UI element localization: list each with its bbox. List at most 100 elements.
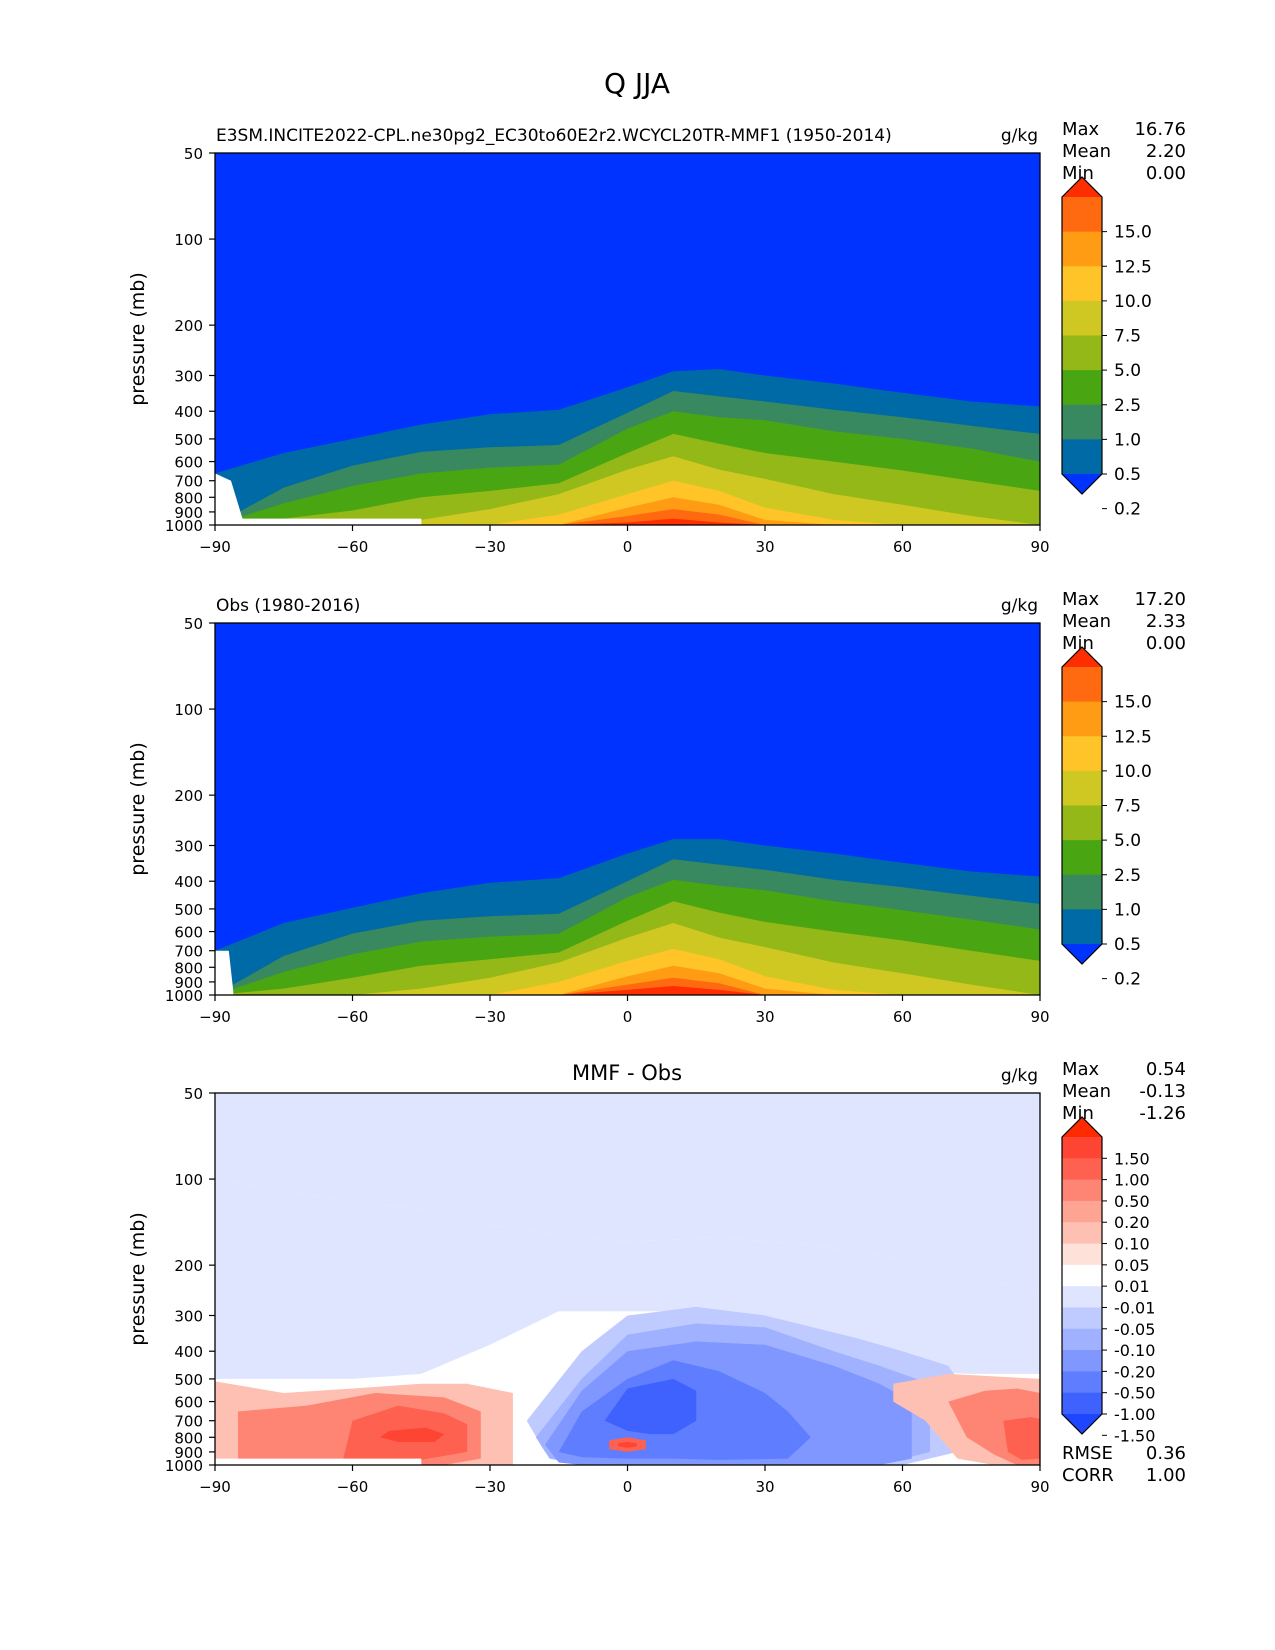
y-tick-label: 700 bbox=[174, 943, 203, 961]
colorbar-segment bbox=[1062, 1328, 1102, 1351]
colorbar-label: 5.0 bbox=[1114, 831, 1141, 851]
missing-data-mask bbox=[215, 1458, 422, 1465]
colorbar-label: 2.5 bbox=[1114, 396, 1141, 416]
x-tick-label: −60 bbox=[337, 1008, 369, 1026]
y-tick-label: 200 bbox=[174, 1257, 203, 1275]
y-tick-label: 300 bbox=[174, 837, 203, 855]
x-axis: −90 −60 −30 0 30 60 90 bbox=[199, 995, 1050, 1026]
contour-region bbox=[215, 1093, 1040, 1293]
colorbar-label: 12.5 bbox=[1114, 257, 1152, 277]
y-tick-label: 1000 bbox=[165, 1457, 203, 1475]
colorbar-segment bbox=[1062, 1200, 1102, 1223]
colorbar-label: -0.50 bbox=[1114, 1384, 1155, 1403]
colorbar-segment bbox=[1062, 1350, 1102, 1372]
missing-data-mask bbox=[215, 473, 422, 525]
x-tick-label: −60 bbox=[337, 538, 369, 556]
x-tick-label: −60 bbox=[337, 1478, 369, 1496]
stat-label: Max bbox=[1062, 1059, 1100, 1080]
colorbar-label: 0.50 bbox=[1114, 1192, 1150, 1211]
y-tick-label: 300 bbox=[174, 1307, 203, 1325]
rmse-value: 0.36 bbox=[1146, 1443, 1186, 1464]
stat-label: Mean bbox=[1062, 611, 1111, 632]
stat-value: -0.13 bbox=[1139, 1081, 1186, 1102]
contour-band bbox=[215, 948, 1040, 995]
corr-value: 1.00 bbox=[1146, 1465, 1186, 1486]
stat-value: 0.00 bbox=[1146, 163, 1186, 184]
y-tick-label: 500 bbox=[174, 901, 203, 919]
colorbar-extension-min bbox=[1062, 944, 1102, 964]
contour-band bbox=[215, 923, 1040, 995]
x-tick-label: 60 bbox=[893, 1008, 912, 1026]
colorbar-label: -0.20 bbox=[1114, 1362, 1155, 1381]
colorbar-segment bbox=[1062, 1179, 1102, 1202]
stat-label: Min bbox=[1062, 633, 1094, 654]
contour-fill-area bbox=[215, 153, 1040, 525]
colorbar: 15.0 12.5 10.0 7.5 5.0 2.5 1.0 0.5 0.2 bbox=[1061, 646, 1152, 990]
contour-band bbox=[215, 456, 1040, 525]
colorbar-label: 1.00 bbox=[1114, 1171, 1150, 1190]
stat-label: Max bbox=[1062, 119, 1100, 140]
colorbar-label: 0.01 bbox=[1114, 1277, 1150, 1296]
colorbar-label: -0.10 bbox=[1114, 1341, 1155, 1360]
x-axis: −90 −60 −30 0 30 60 90 bbox=[199, 1465, 1050, 1496]
units-label: g/kg bbox=[1001, 596, 1038, 616]
y-tick-label: 500 bbox=[174, 1371, 203, 1389]
x-tick-label: 90 bbox=[1030, 1008, 1049, 1026]
stat-value: 2.33 bbox=[1146, 611, 1186, 632]
y-tick-label: 1000 bbox=[165, 517, 203, 535]
colorbar-segment bbox=[1062, 840, 1102, 876]
colorbar-segment bbox=[1062, 909, 1102, 945]
y-tick-label: 400 bbox=[174, 403, 203, 421]
contour-region bbox=[604, 1378, 697, 1435]
stat-value: 0.54 bbox=[1146, 1059, 1186, 1080]
panel-left-title: E3SM.INCITE2022-CPL.ne30pg2_EC30to60E2r2… bbox=[216, 126, 892, 146]
colorbar-label: 15.0 bbox=[1114, 223, 1152, 243]
contour-band bbox=[215, 518, 1040, 525]
x-tick-label: −90 bbox=[199, 538, 231, 556]
corr-label: CORR bbox=[1062, 1465, 1114, 1486]
x-tick-label: −30 bbox=[474, 538, 506, 556]
y-tick-label: 600 bbox=[174, 454, 203, 472]
stat-value: 2.20 bbox=[1146, 141, 1186, 162]
contour-band bbox=[215, 497, 1040, 525]
colorbar: 15.0 12.5 10.0 7.5 5.0 2.5 1.0 0.5 0.2 bbox=[1061, 176, 1152, 520]
colorbar-label: 5.0 bbox=[1114, 361, 1141, 381]
stat-value: 17.20 bbox=[1134, 589, 1186, 610]
stats-box: Max 16.76 Mean 2.20 Min 0.00 bbox=[1062, 119, 1186, 184]
units-label: g/kg bbox=[1001, 1066, 1038, 1086]
colorbar-extension-max bbox=[1062, 177, 1102, 197]
colorbar-segment bbox=[1062, 335, 1102, 371]
x-tick-label: 0 bbox=[623, 1008, 633, 1026]
colorbar-label: 10.0 bbox=[1114, 292, 1152, 312]
x-tick-label: 30 bbox=[755, 1008, 774, 1026]
colorbar: 1.50 1.00 0.50 0.20 0.10 0.05 0.01 -0.01 -0.05 -0… bbox=[1061, 1116, 1155, 1445]
contour-band bbox=[215, 986, 1040, 995]
colorbar-segment bbox=[1062, 370, 1102, 406]
colorbar-label: 0.5 bbox=[1114, 935, 1141, 955]
colorbar-segment bbox=[1062, 1158, 1102, 1181]
colorbar-label: 0.10 bbox=[1114, 1235, 1150, 1254]
colorbar-segment bbox=[1062, 1264, 1102, 1287]
stats-box: Max 17.20 Mean 2.33 Min 0.00 bbox=[1062, 589, 1186, 654]
contour-fill-area bbox=[215, 1093, 1040, 1465]
x-tick-label: 90 bbox=[1030, 1478, 1049, 1496]
x-tick-label: 30 bbox=[755, 538, 774, 556]
colorbar-label: -0.05 bbox=[1114, 1320, 1155, 1339]
panel-left-title: Obs (1980-2016) bbox=[216, 596, 360, 616]
contour-band bbox=[215, 965, 1040, 995]
colorbar-segment bbox=[1062, 736, 1102, 772]
y-tick-label: 900 bbox=[174, 504, 203, 522]
stat-label: Mean bbox=[1062, 1081, 1111, 1102]
y-tick-label: 900 bbox=[174, 1444, 203, 1462]
colorbar-segment bbox=[1062, 231, 1102, 267]
x-tick-label: 60 bbox=[893, 1478, 912, 1496]
colorbar-segment bbox=[1062, 770, 1102, 806]
y-tick-label: 400 bbox=[174, 873, 203, 891]
contour-region bbox=[1003, 1417, 1040, 1460]
y-tick-label: 50 bbox=[184, 145, 203, 163]
